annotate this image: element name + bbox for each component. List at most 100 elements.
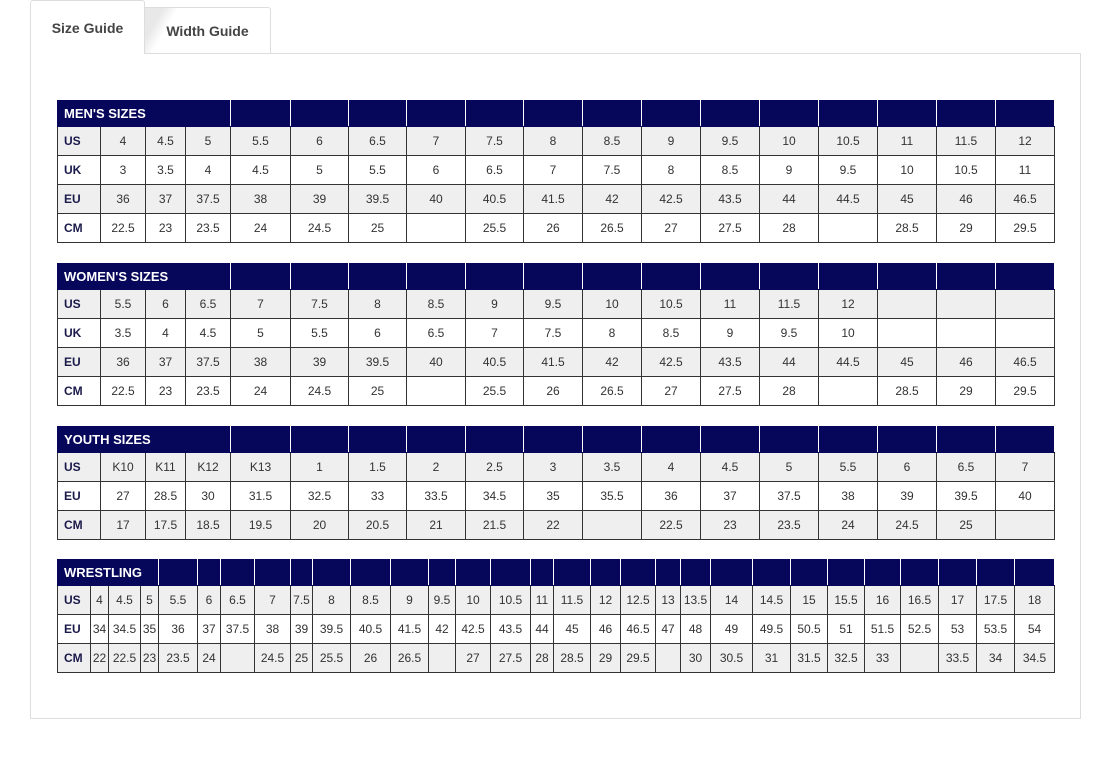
size-cell: 20 bbox=[290, 510, 349, 540]
size-cell: 6 bbox=[145, 289, 186, 319]
size-cell: 35.5 bbox=[582, 481, 642, 511]
tab-size-guide[interactable]: Size Guide bbox=[30, 0, 145, 54]
header-cell bbox=[348, 100, 407, 127]
header-cell bbox=[680, 559, 711, 586]
size-cell: 25.5 bbox=[312, 643, 351, 673]
size-cell: 22 bbox=[90, 643, 109, 673]
size-cell: 9 bbox=[641, 126, 701, 156]
size-cell: 26.5 bbox=[582, 213, 642, 243]
size-cell: 36 bbox=[641, 481, 701, 511]
size-cell: 54 bbox=[1014, 614, 1055, 644]
size-cell: 27.5 bbox=[700, 213, 760, 243]
size-cell: 41.5 bbox=[523, 184, 583, 214]
table-row-eu: EU 34 34.5 35 36 37 37.5 38 39 39.5 40.5 41.5 42 42.5… bbox=[57, 614, 1055, 644]
size-cell: 42.5 bbox=[641, 347, 701, 377]
size-cell: 17.5 bbox=[145, 510, 186, 540]
size-cell: 41.5 bbox=[390, 614, 429, 644]
table-title: WOMEN'S SIZES bbox=[57, 263, 231, 290]
size-cell: 29.5 bbox=[995, 376, 1055, 406]
size-cell: 16 bbox=[864, 585, 901, 615]
size-cell: 30 bbox=[680, 643, 711, 673]
size-cell: 37.5 bbox=[185, 347, 231, 377]
size-cell: 3.5 bbox=[582, 452, 642, 482]
header-cell bbox=[759, 100, 819, 127]
header-cell bbox=[428, 559, 456, 586]
row-label: EU bbox=[57, 347, 101, 377]
size-cell: 4 bbox=[100, 126, 146, 156]
size-cell: 10.5 bbox=[818, 126, 878, 156]
size-cell: 39 bbox=[877, 481, 937, 511]
size-cell: 25.5 bbox=[465, 376, 524, 406]
header-cell bbox=[406, 263, 466, 290]
size-cell bbox=[936, 289, 996, 319]
size-cell: 37 bbox=[700, 481, 760, 511]
size-cell: 29 bbox=[936, 376, 996, 406]
size-cell: 9 bbox=[465, 289, 524, 319]
size-cell: 5 bbox=[185, 126, 231, 156]
table-header-row: WOMEN'S SIZES bbox=[57, 263, 1055, 290]
wrestling-sizes-table: WRESTLING US 4 4.5 5 5.5 6 6.5 7 7.5 8 8.5 9 9.5 10 10.… bbox=[57, 559, 1055, 673]
size-cell: 46.5 bbox=[620, 614, 656, 644]
header-cell bbox=[900, 559, 939, 586]
size-cell: 29.5 bbox=[620, 643, 656, 673]
size-cell: 6 bbox=[290, 126, 349, 156]
table-header-row: YOUTH SIZES bbox=[57, 426, 1055, 453]
size-cell bbox=[406, 213, 466, 243]
size-cell: 37 bbox=[197, 614, 221, 644]
header-cell bbox=[455, 559, 491, 586]
size-cell: 21 bbox=[406, 510, 466, 540]
size-cell: 26.5 bbox=[582, 376, 642, 406]
header-cell bbox=[523, 263, 583, 290]
size-cell: 41.5 bbox=[523, 347, 583, 377]
size-cell: 17.5 bbox=[976, 585, 1015, 615]
header-cell bbox=[655, 559, 681, 586]
size-cell: 10 bbox=[759, 126, 819, 156]
size-cell: 4 bbox=[641, 452, 701, 482]
size-cell: 11 bbox=[995, 155, 1055, 185]
row-label: CM bbox=[57, 510, 101, 540]
size-cell: 44.5 bbox=[818, 347, 878, 377]
size-cell: 7 bbox=[995, 452, 1055, 482]
size-cell: 3.5 bbox=[100, 318, 146, 348]
size-cell: 15.5 bbox=[827, 585, 865, 615]
size-cell: 44 bbox=[530, 614, 554, 644]
size-cell: 39 bbox=[290, 614, 313, 644]
row-label: EU bbox=[57, 184, 101, 214]
size-cell: 34 bbox=[976, 643, 1015, 673]
size-cell: 13 bbox=[655, 585, 681, 615]
size-cell: 10.5 bbox=[490, 585, 531, 615]
size-cell: 29.5 bbox=[995, 213, 1055, 243]
header-cell bbox=[827, 559, 865, 586]
size-cell: 6.5 bbox=[936, 452, 996, 482]
size-cell: 27 bbox=[100, 481, 146, 511]
size-cell: 29 bbox=[936, 213, 996, 243]
size-cell: 36 bbox=[158, 614, 198, 644]
size-cell: 34.5 bbox=[465, 481, 524, 511]
size-cell: 23.5 bbox=[158, 643, 198, 673]
header-cell bbox=[1014, 559, 1055, 586]
size-cell: 9.5 bbox=[700, 126, 760, 156]
size-cell: 40 bbox=[995, 481, 1055, 511]
header-cell bbox=[220, 559, 255, 586]
row-label: CM bbox=[57, 213, 101, 243]
size-cell: 43.5 bbox=[700, 184, 760, 214]
size-cell: 44 bbox=[759, 347, 819, 377]
size-cell: 1 bbox=[290, 452, 349, 482]
size-cell: 4.5 bbox=[185, 318, 231, 348]
row-label: EU bbox=[57, 481, 101, 511]
size-cell: 23 bbox=[700, 510, 760, 540]
header-cell bbox=[641, 263, 701, 290]
size-cell bbox=[995, 318, 1055, 348]
size-cell: 7 bbox=[254, 585, 291, 615]
size-cell: 4.5 bbox=[700, 452, 760, 482]
header-cell bbox=[710, 559, 753, 586]
size-cell: 7.5 bbox=[523, 318, 583, 348]
size-cell: 28 bbox=[530, 643, 554, 673]
tab-width-guide[interactable]: Width Guide bbox=[145, 7, 271, 54]
size-cell: 33 bbox=[864, 643, 901, 673]
size-cell: 6 bbox=[348, 318, 407, 348]
table-row-us: US 4 4.5 5 5.5 6 6.5 7 7.5 8 8.5 9 9.5 10 10.5 11 11.5 12 bbox=[57, 126, 1055, 156]
table-title: YOUTH SIZES bbox=[57, 426, 231, 453]
size-cell: 22 bbox=[523, 510, 583, 540]
size-cell: 6 bbox=[406, 155, 466, 185]
